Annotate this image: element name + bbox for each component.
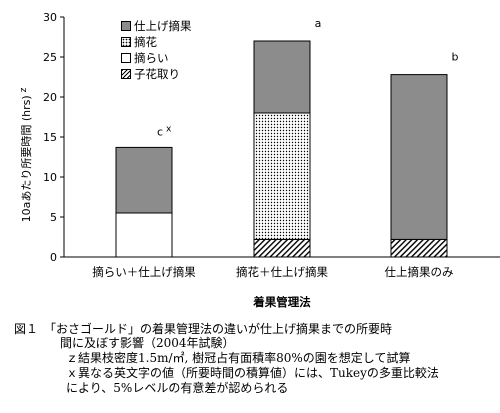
caption-line: ｘ異なる英文字の値（所要時間の積算値）には、Tukeyの多重比較法	[66, 366, 439, 380]
legend-item-secondary-fruit-removal: 子花取り	[121, 66, 192, 82]
y-axis-label-mark: z	[19, 87, 29, 92]
significance-letter: b	[452, 51, 459, 64]
legend-label: 摘らい	[134, 51, 169, 65]
y-tick-label: 5	[50, 211, 57, 224]
bar-segment	[253, 112, 311, 240]
y-tick-label: 25	[43, 51, 57, 64]
x-axis-label: 着果管理法	[252, 295, 311, 309]
legend-label: 子花取り	[134, 67, 180, 81]
legend-swatch-dots	[121, 37, 131, 47]
x-tick-label: 摘らい＋仕上げ摘果	[92, 265, 196, 279]
y-axis-label-text: 10aあたり所要時間 (hrs)	[20, 95, 33, 222]
significance-mark: x	[166, 124, 172, 134]
legend-label: 摘花	[134, 35, 157, 49]
bar-segment	[253, 40, 311, 114]
bar-segment	[253, 238, 311, 258]
chart-legend: 仕上げ摘果 摘花 摘らい 子花取り	[121, 18, 192, 82]
caption-line: 図１ 「おさゴールド」の着果管理法の違いが仕上げ摘果までの所要時	[14, 322, 393, 336]
y-axis-label: 10aあたり所要時間 (hrs) z	[19, 87, 33, 222]
plot-area: 0 5 10 15 20 25 30 摘らい＋仕上げ摘果 c x 摘花＋仕上げ摘果 a 仕上摘果のみ b	[43, 11, 500, 279]
legend-item-flower-thinning: 摘花	[121, 34, 192, 50]
bar-segment	[390, 238, 448, 258]
y-tick-label: 0	[50, 251, 57, 264]
legend-label: 仕上げ摘果	[134, 19, 192, 33]
x-tick-label: 摘花＋仕上げ摘果	[236, 265, 328, 279]
caption-line: により、5%レベルの有意差が認められる	[66, 381, 289, 395]
bar-segment	[115, 146, 173, 214]
legend-swatch-hatch	[121, 69, 131, 79]
legend-swatch-white	[121, 53, 131, 63]
caption-line: ｚ結果枝密度1.5m/㎡, 樹冠占有面積率80%の園を想定して試算	[66, 351, 411, 365]
significance-letter: a	[315, 17, 322, 30]
x-tick-label: 仕上摘果のみ	[385, 265, 454, 279]
legend-item-bud-thinning: 摘らい	[121, 50, 192, 66]
y-tick-label: 10	[43, 171, 57, 184]
y-tick-label: 20	[43, 91, 57, 104]
legend-item-finish-thinning: 仕上げ摘果	[121, 18, 192, 34]
bar-segment	[115, 212, 173, 258]
y-tick-label: 15	[43, 131, 57, 144]
legend-swatch-gray	[121, 21, 131, 31]
y-tick-label: 30	[43, 11, 57, 24]
bar-segment	[390, 74, 448, 240]
significance-letter: c	[157, 125, 163, 138]
caption-line: 間に及ぼす影響（2004年試験）	[60, 336, 235, 350]
